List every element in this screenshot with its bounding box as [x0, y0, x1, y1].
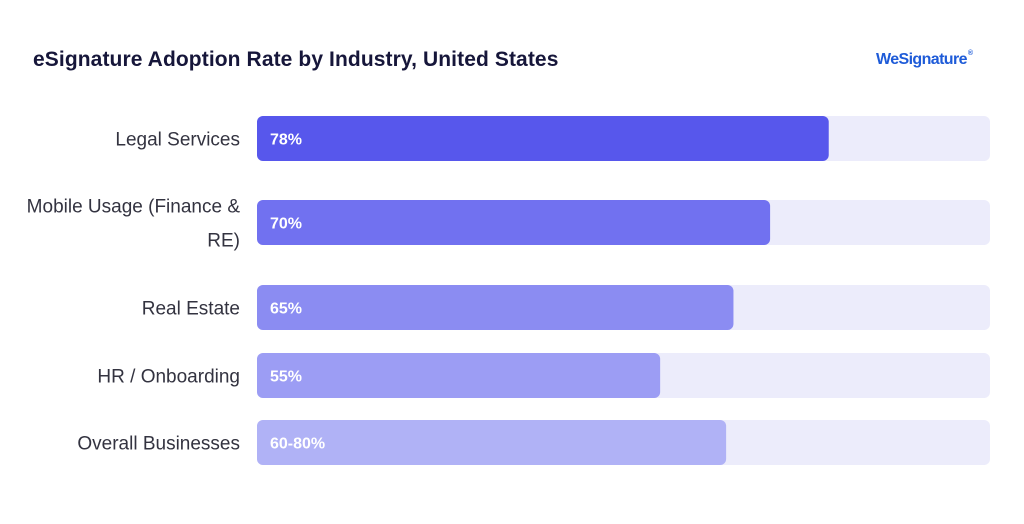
- bar: [257, 285, 734, 330]
- bar-value-label: 70%: [270, 216, 302, 233]
- bar-value-label: 78%: [270, 132, 302, 149]
- bar: [257, 116, 829, 161]
- category-label: Real Estate: [142, 299, 240, 320]
- category-label-line: Overall Businesses: [77, 434, 240, 455]
- brand-logo: WeSignature®: [876, 50, 973, 69]
- chart-title: eSignature Adoption Rate by Industry, Un…: [33, 48, 559, 71]
- category-label-line: Legal Services: [115, 130, 240, 151]
- category-label: Overall Businesses: [77, 434, 240, 455]
- category-label: Legal Services: [115, 130, 240, 151]
- category-label-line: Mobile Usage (Finance &: [27, 197, 241, 218]
- category-label: Mobile Usage (Finance & RE): [27, 197, 241, 252]
- bar-value-label: 55%: [270, 369, 302, 386]
- registered-mark: ®: [967, 50, 973, 57]
- category-label: HR / Onboarding: [97, 367, 240, 388]
- bar-value-label: 60-80%: [270, 436, 325, 453]
- brand-name: WeSignature: [876, 51, 968, 68]
- bar: [257, 420, 727, 465]
- bar: [257, 200, 771, 245]
- category-label-line: HR / Onboarding: [97, 367, 240, 388]
- bar-value-label: 65%: [270, 301, 302, 318]
- category-label-line: RE): [207, 231, 240, 252]
- category-label-line: Real Estate: [142, 299, 240, 320]
- bar: [257, 353, 661, 398]
